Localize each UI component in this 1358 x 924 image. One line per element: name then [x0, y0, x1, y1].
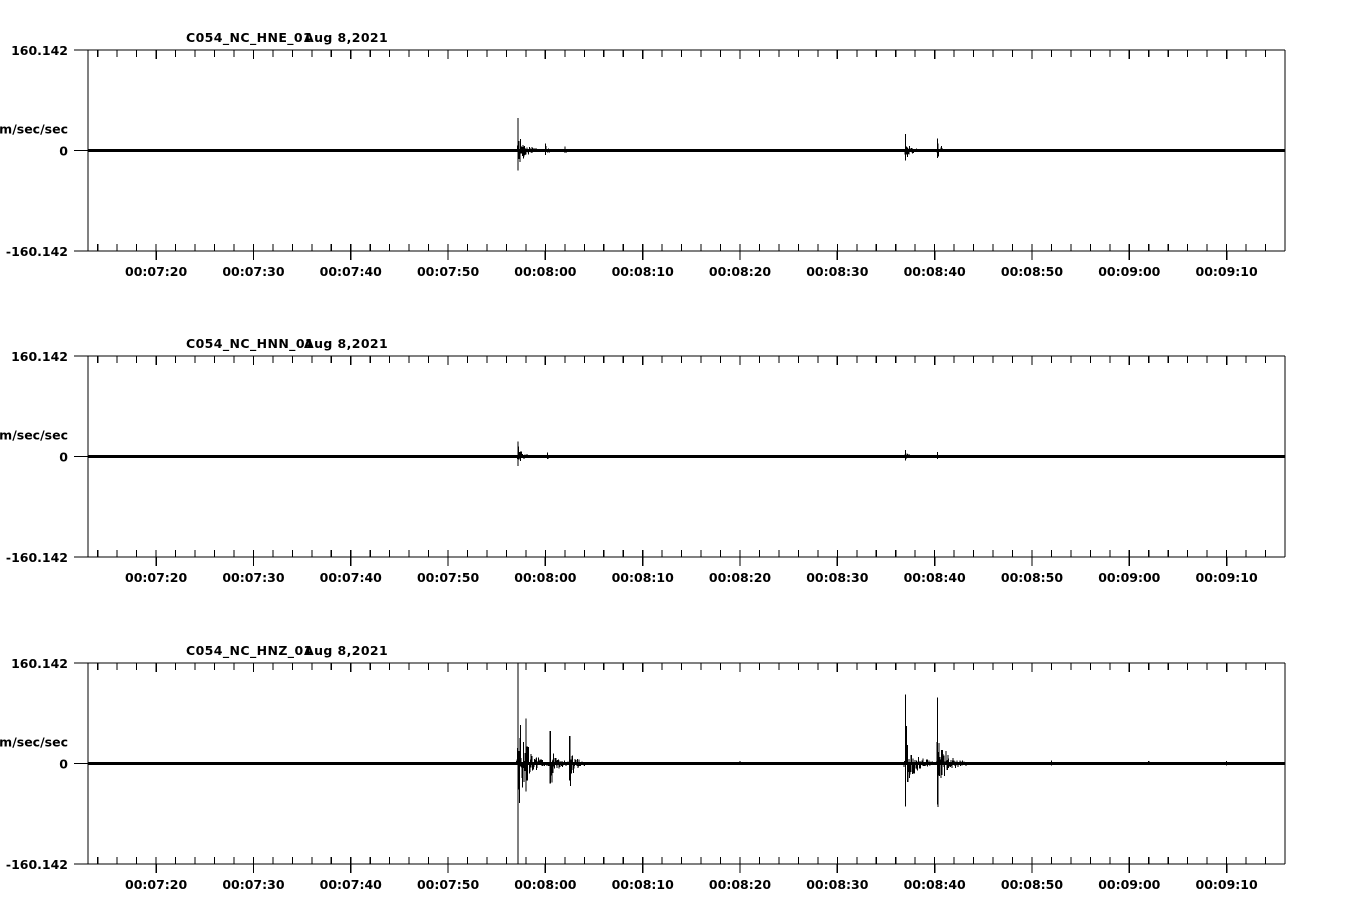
x-axis-tick-label: 00:09:10: [1196, 570, 1258, 585]
x-axis-tick-label: 00:08:30: [806, 877, 868, 892]
panel-hnz: 00:07:20 00:07:30 00:07:40 00:07:50 00:08:00…: [0, 643, 1286, 892]
x-axis-tick-label: 00:08:20: [709, 264, 771, 279]
panel-title-date: Aug 8,2021: [304, 30, 388, 45]
x-axis-tick-label: 00:08:40: [904, 877, 966, 892]
x-axis-tick-label: 00:08:40: [904, 264, 966, 279]
y-axis-zero-label: 0: [59, 757, 68, 772]
waveform-hne: [88, 117, 1285, 171]
y-axis-unit-label: cm/sec/sec: [0, 428, 68, 443]
y-axis-unit-label: cm/sec/sec: [0, 122, 68, 137]
x-axis-tick-label: 00:09:00: [1098, 877, 1160, 892]
waveform-samples: [516, 446, 945, 462]
x-axis-tick-label: 00:08:20: [709, 877, 771, 892]
x-axis-tick-label: 00:07:30: [222, 264, 284, 279]
waveform-hnz: [88, 663, 1285, 864]
x-axis-tick-label: 00:09:10: [1196, 264, 1258, 279]
waveform-samples: [515, 724, 1232, 808]
x-axis-tick-label: 00:07:20: [125, 877, 187, 892]
x-axis-tick-label: 00:08:50: [1001, 570, 1063, 585]
x-axis-tick-label: 00:08:00: [514, 264, 576, 279]
x-axis-tick-label: 00:08:00: [514, 877, 576, 892]
y-axis-unit-label: cm/sec/sec: [0, 735, 68, 750]
x-axis-tick-label: 00:07:40: [320, 570, 382, 585]
y-axis-zero-label: 0: [59, 144, 68, 159]
panel-hne: 00:07:20 00:07:30 00:07:40 00:07:50 00:08:00…: [0, 30, 1286, 279]
y-axis-min-label: -160.142: [6, 550, 68, 565]
waveform-hnn: [88, 441, 1285, 466]
panel-title-channel: C054_NC_HNZ_01: [186, 643, 313, 659]
y-axis-zero-label: 0: [59, 450, 68, 465]
x-axis-tick-label: 00:08:10: [612, 877, 674, 892]
x-axis-tick-label: 00:08:40: [904, 570, 966, 585]
panel-title-date: Aug 8,2021: [304, 643, 388, 658]
x-axis-tick-label: 00:08:00: [514, 570, 576, 585]
y-axis-max-label: 160.142: [11, 656, 68, 671]
panel-title-channel: C054_NC_HNN_01: [186, 336, 314, 352]
y-axis-min-label: -160.142: [6, 857, 68, 872]
x-axis-tick-label: 00:08:30: [806, 570, 868, 585]
x-axis-tick-label: 00:07:50: [417, 264, 479, 279]
x-axis-tick-label: 00:07:30: [222, 570, 284, 585]
y-axis-min-label: -160.142: [6, 244, 68, 259]
x-axis-tick-label: 00:07:20: [125, 264, 187, 279]
panel-title-channel: C054_NC_HNE_01: [186, 30, 312, 46]
x-axis-tick-label: 00:07:20: [125, 570, 187, 585]
y-axis-max-label: 160.142: [11, 349, 68, 364]
panel-title-date: Aug 8,2021: [304, 336, 388, 351]
x-axis-tick-label: 00:08:30: [806, 264, 868, 279]
x-axis-tick-label: 00:08:10: [612, 264, 674, 279]
x-axis-tick-label: 00:07:40: [320, 264, 382, 279]
x-axis-tick-label: 00:07:30: [222, 877, 284, 892]
x-axis-tick-label: 00:08:50: [1001, 264, 1063, 279]
x-axis-tick-label: 00:08:50: [1001, 877, 1063, 892]
x-axis-tick-label: 00:08:10: [612, 570, 674, 585]
panel-hnn: 00:07:20 00:07:30 00:07:40 00:07:50 00:08:00…: [0, 336, 1286, 585]
x-axis-tick-label: 00:07:40: [320, 877, 382, 892]
x-axis-tick-label: 00:09:00: [1098, 570, 1160, 585]
x-axis-tick-label: 00:07:50: [417, 877, 479, 892]
x-axis-tick-label: 00:09:10: [1196, 877, 1258, 892]
y-axis-max-label: 160.142: [11, 43, 68, 58]
x-axis-tick-label: 00:08:20: [709, 570, 771, 585]
x-axis-tick-label: 00:07:50: [417, 570, 479, 585]
x-axis-tick-label: 00:09:00: [1098, 264, 1160, 279]
